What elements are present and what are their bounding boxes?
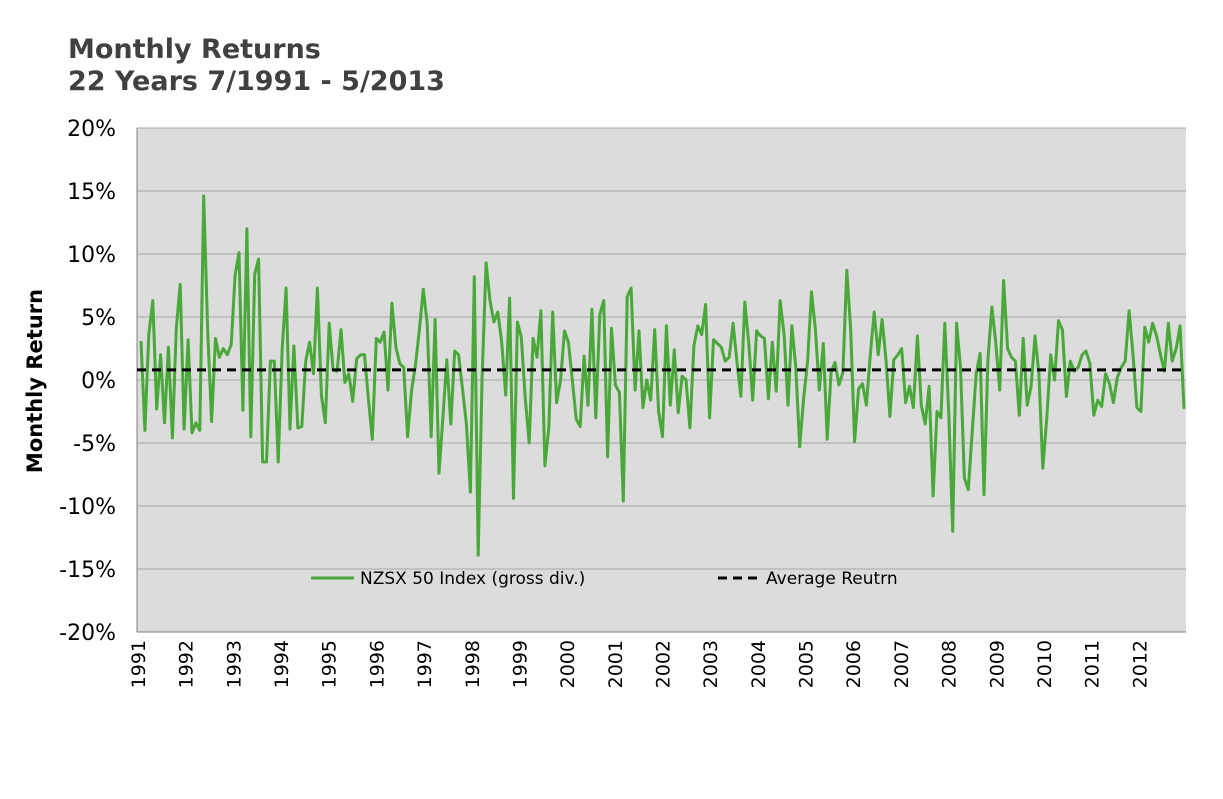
y-tick-label: -10% [59, 495, 116, 520]
x-tick-label: 2009 [986, 640, 1008, 688]
x-tick-label: 2006 [843, 640, 865, 688]
x-tick-label: 2010 [1034, 640, 1056, 688]
x-tick-label: 2003 [700, 640, 722, 688]
gridlines [136, 127, 1186, 633]
y-tick-label: -20% [59, 621, 116, 646]
y-tick-label: -15% [59, 558, 116, 583]
x-tick-label: 2008 [939, 640, 961, 688]
x-tick-label: 1999 [509, 640, 531, 688]
x-tick-label: 1998 [462, 640, 484, 688]
y-tick-label: 15% [67, 180, 116, 205]
x-tick-label: 2001 [605, 640, 627, 688]
chart-title: Monthly Returns 22 Years 7/1991 - 5/2013 [68, 34, 445, 98]
y-tick-label: 20% [67, 117, 116, 142]
y-axis-ticks: 20% 15% 10% 5% 0% -5% -10% -15% -20% [59, 117, 116, 646]
x-tick-label: 2005 [796, 640, 818, 688]
y-tick-label: 10% [67, 243, 116, 268]
x-tick-label: 1995 [319, 640, 341, 688]
x-tick-label: 2002 [653, 640, 675, 688]
x-tick-label: 2012 [1129, 640, 1151, 688]
x-tick-label: 2007 [891, 640, 913, 688]
y-tick-label: 0% [81, 369, 116, 394]
x-tick-label: 2000 [557, 640, 579, 688]
chart-subtitle: 22 Years 7/1991 - 5/2013 [68, 66, 445, 97]
series-line-nzsx [139, 194, 1186, 557]
x-tick-label: 1991 [128, 640, 150, 688]
y-axis-label: Monthly Return [23, 289, 47, 473]
chart-title-line: Monthly Returns [68, 34, 321, 65]
y-tick-label: 5% [81, 306, 116, 331]
x-tick-label: 1992 [176, 640, 198, 688]
legend-label-average: Average Reutrn [766, 569, 898, 589]
y-tick-label: -5% [73, 432, 116, 457]
legend-label-nzsx: NZSX 50 Index (gross div.) [360, 569, 585, 589]
x-tick-label: 1994 [271, 640, 293, 688]
x-axis-ticks: 1991 1992 1993 1994 1995 1996 1997 1998 1999 2000… [128, 640, 1151, 688]
x-tick-label: 2004 [748, 640, 770, 688]
legend: NZSX 50 Index (gross div.) Average Reutr… [311, 569, 898, 589]
x-tick-label: 1997 [414, 640, 436, 688]
x-tick-label: 2011 [1082, 640, 1104, 688]
x-tick-label: 1996 [366, 640, 388, 688]
x-tick-label: 1993 [223, 640, 245, 688]
series-layer [137, 194, 1186, 557]
